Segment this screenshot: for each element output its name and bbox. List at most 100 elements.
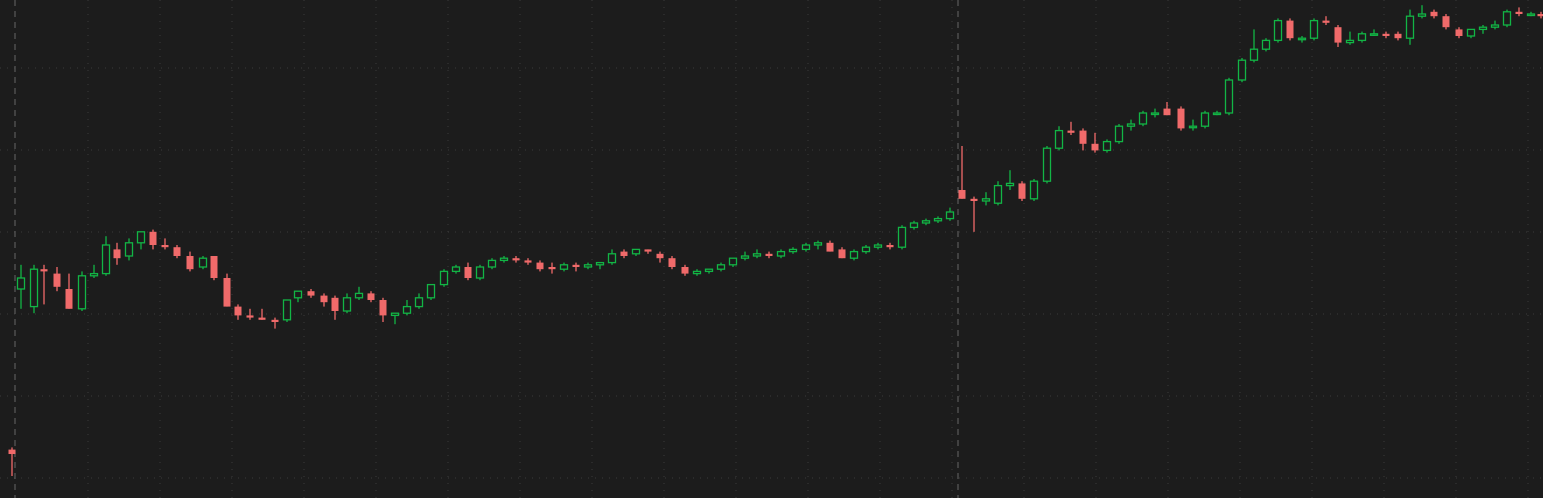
candle-up bbox=[933, 216, 943, 223]
candle-down bbox=[65, 273, 73, 309]
candle-body bbox=[29, 268, 39, 308]
candle-body bbox=[1177, 108, 1185, 129]
candle-down bbox=[258, 308, 266, 320]
candle-body bbox=[620, 251, 628, 256]
candle-body bbox=[826, 242, 834, 252]
candle-body bbox=[1150, 112, 1160, 116]
candle-up bbox=[499, 256, 509, 263]
candle-body bbox=[897, 226, 907, 248]
candle-up bbox=[704, 268, 714, 274]
candle-up bbox=[1369, 29, 1379, 36]
candle-down bbox=[1442, 14, 1450, 30]
candle-up bbox=[487, 258, 497, 270]
candle-up bbox=[1249, 29, 1259, 63]
candle-down bbox=[1091, 132, 1099, 153]
candle-body bbox=[752, 253, 762, 257]
candle-down bbox=[1322, 16, 1330, 25]
candle-down bbox=[149, 229, 157, 250]
candle-body bbox=[1466, 28, 1476, 37]
candle-body bbox=[945, 211, 955, 220]
candle-up bbox=[1309, 18, 1319, 41]
candle-body bbox=[342, 297, 352, 312]
candle-down bbox=[1430, 9, 1438, 19]
candle-body bbox=[1102, 140, 1112, 152]
candle-up bbox=[402, 300, 412, 316]
candle-body bbox=[1188, 125, 1198, 129]
candle-down bbox=[173, 245, 181, 259]
candle-up bbox=[136, 231, 146, 250]
candle-down bbox=[161, 238, 169, 250]
candle-body bbox=[631, 248, 641, 255]
candle-body bbox=[838, 249, 846, 259]
candle-body bbox=[1478, 26, 1488, 31]
candle-up bbox=[16, 264, 26, 309]
candle-body bbox=[390, 312, 400, 317]
candle-up bbox=[89, 264, 99, 278]
candle-up bbox=[282, 299, 292, 322]
candle-body bbox=[1212, 112, 1222, 116]
candles bbox=[8, 5, 1543, 476]
candle-body bbox=[1322, 20, 1330, 23]
candle-body bbox=[1042, 147, 1052, 182]
candle-body bbox=[583, 264, 593, 268]
candle-down bbox=[1067, 121, 1075, 135]
candle-body bbox=[716, 264, 726, 270]
candle-up bbox=[728, 257, 738, 267]
candle-up bbox=[1345, 31, 1355, 45]
candle-up bbox=[1417, 5, 1427, 19]
candle-body bbox=[1091, 143, 1099, 151]
candle-down bbox=[1177, 106, 1185, 131]
candle-up bbox=[740, 251, 750, 261]
candle-up bbox=[1054, 126, 1064, 151]
candle-body bbox=[379, 300, 387, 316]
candle-up bbox=[354, 286, 364, 300]
candle-body bbox=[499, 257, 509, 262]
candle-body bbox=[271, 319, 279, 322]
candle-down bbox=[1455, 27, 1463, 39]
candle-body bbox=[1261, 39, 1271, 50]
candle-body bbox=[873, 244, 883, 248]
candle-body bbox=[40, 269, 48, 272]
candle-body bbox=[993, 184, 1003, 204]
candle-up bbox=[981, 192, 991, 206]
candle-body bbox=[1357, 33, 1367, 42]
candle-down bbox=[548, 262, 556, 274]
candle-down bbox=[668, 256, 676, 270]
candle-body bbox=[704, 268, 714, 273]
candle-up bbox=[1466, 28, 1476, 39]
candle-up bbox=[1102, 139, 1112, 153]
candle-body bbox=[258, 317, 266, 320]
candle-down bbox=[307, 289, 315, 298]
candle-down bbox=[1537, 11, 1543, 19]
candle-body bbox=[1490, 24, 1500, 28]
candle-body bbox=[692, 270, 702, 275]
candle-down bbox=[1163, 102, 1171, 116]
candle-down bbox=[572, 262, 580, 272]
candle-body bbox=[1526, 13, 1536, 17]
candle-body bbox=[1430, 11, 1438, 17]
candle-body bbox=[776, 250, 786, 257]
candle-down bbox=[331, 295, 339, 320]
candle-body bbox=[65, 289, 73, 309]
candle-up bbox=[1490, 20, 1500, 30]
candle-down bbox=[765, 251, 773, 259]
candle-body bbox=[548, 267, 556, 270]
candle-up bbox=[1005, 170, 1015, 190]
candle-body bbox=[1334, 27, 1342, 43]
candle-body bbox=[101, 244, 111, 275]
candle-up bbox=[849, 249, 859, 261]
candle-up bbox=[1188, 119, 1198, 131]
candle-body bbox=[402, 305, 412, 314]
candle-body bbox=[293, 290, 303, 299]
candle-down bbox=[40, 264, 48, 305]
candle-body bbox=[933, 217, 943, 222]
candle-body bbox=[1163, 108, 1171, 116]
candle-body bbox=[1079, 130, 1087, 144]
candle-body bbox=[367, 293, 375, 300]
candle-body bbox=[512, 258, 520, 261]
candle-down bbox=[8, 447, 16, 476]
candle-body bbox=[1286, 20, 1294, 39]
candle-body bbox=[644, 249, 652, 252]
